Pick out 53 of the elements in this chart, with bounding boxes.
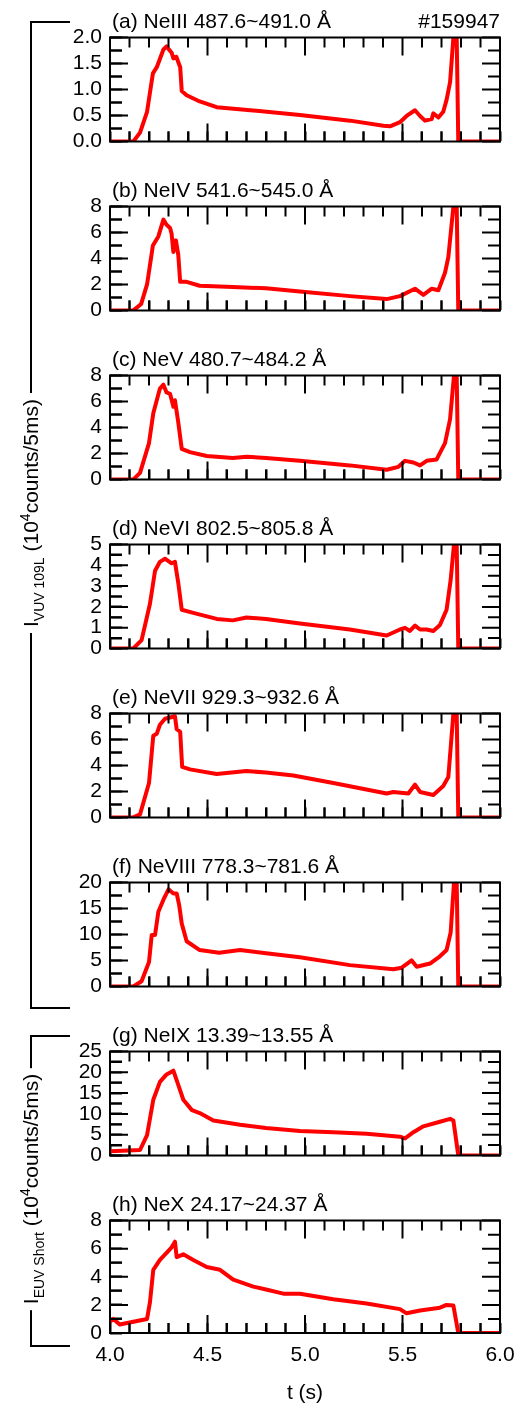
y-tick-label: 5 xyxy=(90,947,102,971)
y-tick-label: 0 xyxy=(90,635,102,659)
y-tick-label: 1.5 xyxy=(72,50,102,74)
y-tick-label: 1 xyxy=(90,614,102,638)
y-tick-label: 6 xyxy=(90,726,102,750)
y-tick-label: 4 xyxy=(90,752,103,776)
x-tick-label: 4.5 xyxy=(192,1342,223,1366)
y-tick-label: 0.5 xyxy=(72,102,102,126)
y-tick-label: 5 xyxy=(90,1121,102,1145)
chart-title: (b) NeIV 541.6~545.0 Å xyxy=(112,177,334,202)
chart-title: (g) NeIX 13.39~13.55 Å xyxy=(112,1022,334,1047)
y-tick-label: 0 xyxy=(90,973,102,997)
y-tick-label: 8 xyxy=(90,193,102,217)
chart-title: (f) NeVIII 778.3~781.6 Å xyxy=(112,853,340,878)
y-tick-label: 2 xyxy=(90,440,102,464)
y-tick-label: 1.0 xyxy=(72,76,102,100)
x-tick-label: 6.0 xyxy=(485,1342,515,1366)
y-tick-label: 2.0 xyxy=(72,24,102,48)
chart-title: (h) NeX 24.17~24.37 Å xyxy=(112,1191,328,1216)
y-tick-label: 2 xyxy=(90,778,102,802)
y-tick-label: 20 xyxy=(78,869,102,893)
y-tick-label: 10 xyxy=(78,921,102,945)
y-tick-label: 0 xyxy=(90,1142,102,1166)
y-tick-label: 0.0 xyxy=(72,128,102,152)
y-tick-label: 2 xyxy=(90,593,102,617)
y-tick-label: 4 xyxy=(90,414,103,438)
chart-title: (c) NeV 480.7~484.2 Å xyxy=(112,346,327,371)
y-tick-label: 0 xyxy=(90,297,102,321)
y-tick-label: 15 xyxy=(78,895,102,919)
x-tick-label: 5.0 xyxy=(290,1342,320,1366)
y-tick-label: 25 xyxy=(78,1038,102,1062)
chart-title: (e) NeVII 929.3~932.6 Å xyxy=(112,684,340,709)
y-tick-label: 6 xyxy=(90,1235,102,1259)
x-axis-title: t (s) xyxy=(286,1380,324,1404)
y-tick-label: 0 xyxy=(90,466,102,490)
y-tick-label: 8 xyxy=(90,700,102,724)
y-tick-label: 0 xyxy=(90,1319,102,1343)
y-tick-label: 10 xyxy=(78,1100,102,1124)
y-tick-label: 5 xyxy=(90,531,102,555)
y-tick-label: 0 xyxy=(90,804,102,828)
text: #159947 xyxy=(418,8,500,33)
y-tick-label: 8 xyxy=(90,1207,102,1231)
y-tick-label: 6 xyxy=(90,388,102,412)
y-tick-label: 4 xyxy=(90,1263,103,1287)
chart-title: (a) NeIII 487.6~491.0 Å xyxy=(112,8,331,33)
y-tick-label: 8 xyxy=(90,362,102,386)
y-tick-label: 2 xyxy=(90,271,102,295)
y-tick-label: 2 xyxy=(90,1291,102,1315)
y-tick-label: 4 xyxy=(90,245,103,269)
y-tick-label: 6 xyxy=(90,219,102,243)
chart-title: (d) NeVI 802.5~805.8 Å xyxy=(112,515,334,540)
x-tick-label: 4.0 xyxy=(95,1342,125,1366)
x-tick-label: 5.5 xyxy=(387,1342,418,1366)
